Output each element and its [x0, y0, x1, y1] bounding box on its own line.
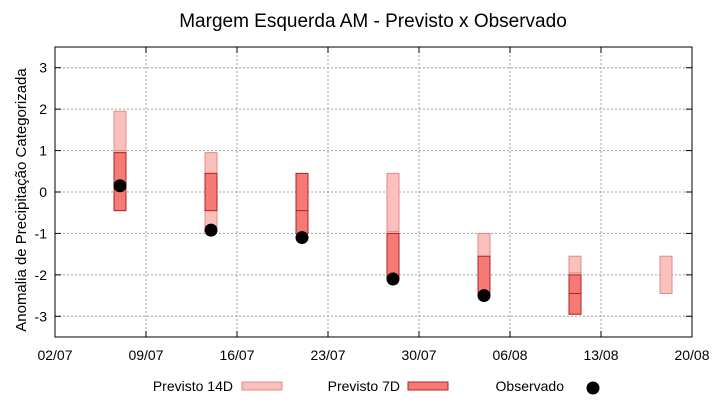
- bar-previsto-7d: [386, 232, 400, 280]
- bar-previsto-7d: [477, 255, 491, 295]
- y-tick-label: 3: [39, 60, 47, 76]
- y-tick-label: -3: [35, 308, 48, 324]
- x-tick-label: 06/08: [492, 347, 527, 363]
- x-tick-label: 16/07: [219, 347, 254, 363]
- point-observado: [477, 289, 491, 303]
- bar-previsto-7d: [568, 274, 582, 315]
- points-layer: [113, 179, 491, 303]
- chart-title: Margem Esquerda AM - Previsto x Observad…: [179, 11, 567, 32]
- point-observado: [113, 179, 127, 193]
- legend: Previsto 14D Previsto 7D Observado: [153, 378, 600, 395]
- y-tick-label: 1: [39, 143, 47, 159]
- bar-previsto-7d: [204, 172, 218, 212]
- y-tick-label: 0: [39, 184, 47, 200]
- bars-layer: [113, 110, 673, 315]
- bar-previsto-14d: [659, 255, 673, 295]
- point-observado: [386, 272, 400, 286]
- y-tick-label: -2: [35, 267, 48, 283]
- bar-previsto-14d: [386, 172, 400, 234]
- bar-previsto-7d: [295, 172, 309, 234]
- legend-label-observado: Observado: [496, 378, 565, 394]
- point-observado: [204, 223, 218, 237]
- y-tick-label: -1: [35, 225, 48, 241]
- legend-marker-observado: [586, 381, 600, 395]
- x-tick-label: 13/08: [583, 347, 618, 363]
- x-tick-label: 30/07: [401, 347, 436, 363]
- ticks-layer: 3 2 1 0 -1 -2 -3 02/07 09/07 16/07 23/07 30/07 06/08…: [35, 47, 710, 363]
- legend-swatch-previsto-7d: [407, 381, 449, 391]
- x-tick-label: 20/08: [674, 347, 709, 363]
- point-observado: [295, 231, 309, 245]
- legend-label-previsto-7d: Previsto 7D: [328, 378, 400, 394]
- legend-swatch-previsto-14d: [241, 381, 283, 391]
- y-axis-label: Anomalia de Precipitação Categorizada: [13, 68, 30, 332]
- x-tick-label: 23/07: [310, 347, 345, 363]
- x-tick-label: 02/07: [37, 347, 72, 363]
- grid-layer: [55, 47, 692, 337]
- y-tick-label: 2: [39, 101, 47, 117]
- x-tick-label: 09/07: [128, 347, 163, 363]
- legend-label-previsto-14d: Previsto 14D: [153, 378, 233, 394]
